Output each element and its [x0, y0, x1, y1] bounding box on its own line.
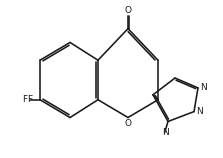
Text: N: N	[200, 83, 206, 92]
Text: N: N	[162, 128, 169, 137]
Text: F: F	[23, 95, 28, 104]
Text: F: F	[27, 95, 33, 104]
Text: O: O	[124, 119, 131, 128]
Text: N: N	[196, 107, 202, 116]
Text: O: O	[124, 6, 132, 15]
